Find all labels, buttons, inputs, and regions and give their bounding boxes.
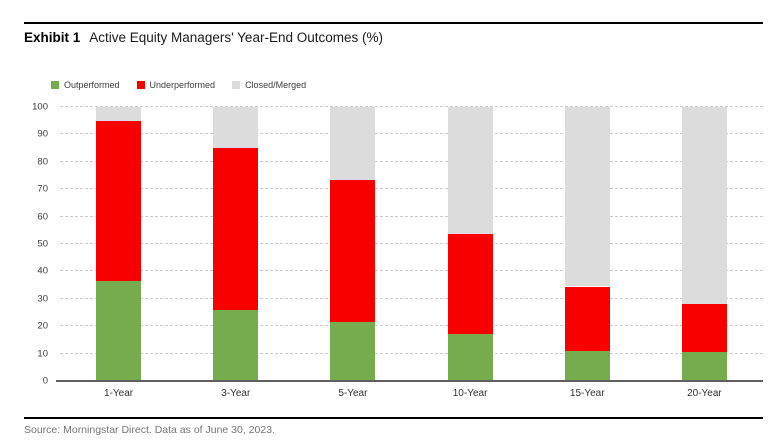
x-tick-label: 1-Year	[104, 388, 134, 399]
gridline	[60, 133, 763, 135]
chart-legend: Outperformed Underperformed Closed/Merged	[51, 79, 323, 91]
bar-segment-closed-merged	[681, 107, 727, 305]
y-tick-label: 10	[37, 348, 48, 360]
y-tick-label: 60	[37, 211, 48, 223]
gridline	[60, 270, 763, 272]
source-note: Source: Morningstar Direct. Data as of J…	[24, 424, 275, 436]
x-tick-label: 3-Year	[221, 388, 251, 399]
legend-label: Underperformed	[149, 80, 216, 90]
gridline	[60, 325, 763, 327]
exhibit-label: Exhibit 1	[24, 30, 81, 45]
bar-5-Year	[330, 107, 376, 381]
x-axis-line	[56, 380, 763, 382]
y-tick-label: 70	[37, 183, 48, 195]
x-tick-label: 15-Year	[569, 388, 605, 399]
y-tick-label: 100	[32, 101, 48, 113]
x-tick-label: 20-Year	[687, 388, 722, 399]
y-axis: 0 10 20 30 40 50 60 70 80 90 100	[0, 102, 48, 386]
bar-segment-underperformed	[564, 286, 610, 351]
y-tick-label: 90	[37, 128, 48, 140]
bar-segment-outperformed	[213, 309, 259, 381]
legend-swatch-icon	[232, 81, 241, 89]
x-tick-label: 5-Year	[338, 388, 368, 399]
legend-item-2: Closed/Merged	[232, 80, 306, 90]
y-tick-label: 50	[37, 238, 48, 250]
exhibit-title: Exhibit 1 Active Equity Managers' Year-En…	[24, 30, 383, 45]
y-tick-label: 80	[37, 156, 48, 168]
bar-segment-closed-merged	[447, 107, 493, 235]
bar-segment-outperformed	[330, 322, 376, 381]
legend-swatch-icon	[136, 81, 145, 89]
x-axis-labels: 1-Year 3-Year 5-Year 10-Year 15-Year 20-Year	[60, 388, 763, 402]
x-tick-label: 10-Year	[452, 388, 488, 399]
chart-title: Active Equity Managers' Year-End Outcome…	[89, 30, 383, 45]
gridline	[60, 106, 763, 107]
bar-segment-outperformed	[447, 334, 493, 381]
y-tick-label: 40	[37, 265, 48, 277]
legend-item-1: Underperformed	[136, 80, 216, 90]
gridline	[60, 243, 763, 244]
bottom-rule	[24, 417, 763, 419]
gridline	[60, 352, 763, 354]
bar-15-Year	[564, 107, 610, 381]
bar-20-Year	[681, 107, 727, 381]
legend-label: Outperformed	[64, 80, 120, 90]
top-rule	[24, 22, 763, 24]
bar-segment-closed-merged	[213, 107, 259, 149]
bar-segment-closed-merged	[96, 107, 142, 121]
legend-label: Closed/Merged	[245, 80, 307, 90]
bar-segment-underperformed	[681, 304, 727, 353]
bar-3-Year	[213, 107, 259, 381]
bar-segment-outperformed	[564, 350, 610, 381]
gridline	[60, 188, 763, 190]
bar-segment-outperformed	[681, 352, 727, 381]
y-tick-label: 0	[42, 375, 48, 387]
legend-swatch-icon	[51, 81, 59, 89]
y-tick-label: 20	[37, 320, 48, 332]
gridline	[60, 215, 763, 217]
plot-area	[60, 106, 763, 381]
bar-segment-outperformed	[96, 281, 142, 381]
bar-1-Year	[96, 107, 142, 381]
bar-segment-closed-merged	[330, 107, 376, 180]
gridline	[60, 297, 763, 299]
y-tick-label: 30	[37, 293, 48, 305]
bar-segment-closed-merged	[564, 107, 610, 287]
legend-item-0: Outperformed	[51, 80, 120, 90]
gridline	[60, 160, 763, 162]
bar-10-Year	[447, 107, 493, 381]
bar-segment-underperformed	[213, 148, 259, 310]
bar-segment-underperformed	[96, 120, 142, 281]
bar-segment-underperformed	[447, 234, 493, 335]
bar-segment-underperformed	[330, 179, 376, 323]
